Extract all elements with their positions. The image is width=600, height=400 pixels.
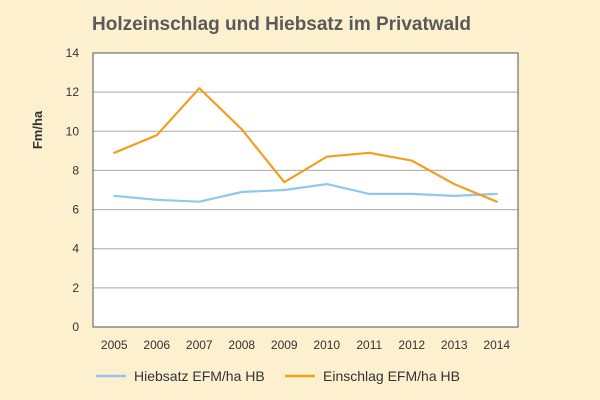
x-tick-label: 2011 <box>356 338 382 352</box>
x-tick-label: 2006 <box>143 338 170 352</box>
chart-title: Holzeinschlag und Hiebsatz im Privatwald <box>92 14 472 35</box>
x-tick-label: 2012 <box>398 338 425 352</box>
x-tick-label: 2014 <box>483 338 510 352</box>
series-lines <box>113 87 498 203</box>
x-axis-ticks: 2005 2006 2007 2008 2009 2010 2011 2012 2013 2014 <box>101 338 511 352</box>
y-tick-label: 4 <box>72 242 79 256</box>
y-tick-label: 14 <box>66 46 80 60</box>
series-line-einschlag <box>113 87 498 203</box>
legend: Hiebsatz EFM/ha HB Einschlag EFM/ha HB <box>96 368 460 384</box>
plot-frame <box>92 52 519 328</box>
y-tick-label: 8 <box>72 163 79 177</box>
x-tick-label: 2007 <box>186 338 213 352</box>
x-tick-label: 2013 <box>441 338 468 352</box>
plot-area <box>93 53 518 327</box>
legend-label: Hiebsatz EFM/ha HB <box>134 368 265 384</box>
y-tick-label: 12 <box>66 85 80 99</box>
y-tick-label: 0 <box>72 320 79 334</box>
legend-item: Einschlag EFM/ha HB <box>285 368 460 384</box>
x-tick-label: 2010 <box>313 338 340 352</box>
series-line-hiebsatz <box>113 183 498 203</box>
legend-label: Einschlag EFM/ha HB <box>323 368 460 384</box>
x-tick-label: 2008 <box>228 338 255 352</box>
y-tick-label: 6 <box>72 203 79 217</box>
legend-item: Hiebsatz EFM/ha HB <box>96 368 265 384</box>
x-tick-label: 2005 <box>101 338 128 352</box>
x-tick-label: 2009 <box>271 338 298 352</box>
y-tick-label: 10 <box>66 124 80 138</box>
y-tick-label: 2 <box>72 281 79 295</box>
y-axis-ticks: 0 2 4 6 8 10 12 14 <box>66 46 80 334</box>
y-axis-title: Fm/ha <box>30 110 45 149</box>
